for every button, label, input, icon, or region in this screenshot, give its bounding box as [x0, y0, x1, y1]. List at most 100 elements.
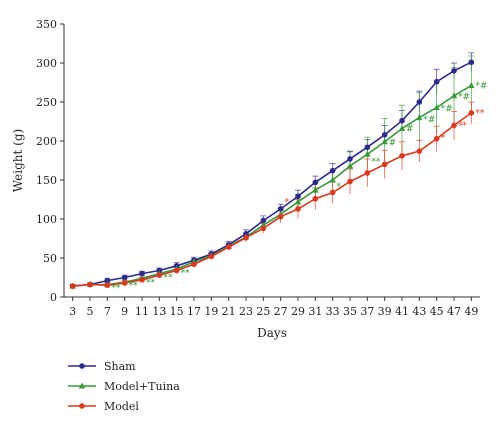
legend-label: Sham	[104, 360, 136, 373]
x-axis-ticks: 3 5 7 9 11 13 15 17 19 21 23 25 27 29 31 33 35 37 39 41 43 45…	[69, 297, 478, 318]
series-markers	[69, 59, 475, 289]
y-tick-label: 150	[36, 174, 57, 187]
data-point	[243, 234, 249, 241]
data-point	[173, 267, 180, 274]
data-point	[450, 92, 458, 99]
legend-marker	[79, 363, 85, 369]
data-point	[433, 103, 440, 110]
legend-item: Model+Tuina	[68, 380, 180, 393]
series-line	[72, 84, 472, 287]
series-line	[72, 112, 472, 287]
significance-mark: **	[146, 278, 156, 288]
data-point	[381, 138, 388, 145]
data-point	[260, 217, 267, 224]
significance-mark: *#	[423, 115, 435, 125]
axes	[63, 24, 480, 298]
data-point	[433, 78, 440, 85]
x-tick-label: 13	[152, 305, 166, 318]
data-point	[139, 277, 145, 283]
data-point	[416, 114, 423, 121]
significance-mark: *#	[458, 93, 470, 103]
x-tick-label: 23	[239, 305, 253, 318]
significance-mark: *	[285, 198, 290, 208]
data-point	[364, 170, 371, 176]
data-point	[121, 280, 128, 286]
legend-item: Model	[68, 400, 139, 413]
data-point	[347, 178, 353, 185]
x-tick-label: 31	[308, 305, 322, 318]
data-point	[295, 193, 301, 200]
x-tick-label: 25	[256, 305, 270, 318]
significance-mark: **	[111, 284, 121, 294]
legend-marker	[79, 403, 85, 409]
x-tick-label: 19	[204, 305, 218, 318]
error-bars	[69, 52, 475, 288]
significance-mark: *	[337, 182, 342, 192]
significance-mark: *#	[441, 104, 453, 114]
series-lines	[72, 61, 472, 287]
x-tick-label: 15	[170, 305, 184, 318]
x-tick-label: 39	[378, 305, 392, 318]
x-tick-label: 21	[222, 305, 236, 318]
data-point	[381, 161, 388, 168]
data-point	[451, 68, 457, 74]
data-point	[399, 153, 405, 159]
data-point	[121, 274, 128, 281]
x-tick-label: 9	[121, 305, 128, 318]
data-point	[312, 186, 319, 193]
y-tick-label: 50	[43, 252, 57, 265]
x-tick-label: 5	[87, 305, 94, 318]
x-tick-label: 33	[326, 305, 340, 318]
data-point	[399, 117, 405, 124]
data-point	[381, 131, 388, 138]
data-point	[329, 176, 336, 183]
y-tick-label: 0	[50, 291, 57, 304]
x-tick-label: 11	[135, 305, 149, 318]
data-point	[433, 135, 440, 142]
y-tick-label: 350	[36, 18, 57, 31]
significance-mark: **	[475, 109, 485, 119]
data-point	[329, 167, 336, 174]
y-axis-ticks: 0 50 100 150 200 250 300 350	[36, 18, 64, 304]
data-point	[312, 195, 319, 202]
x-tick-label: 43	[412, 305, 426, 318]
data-point	[451, 122, 457, 129]
significance-mark: **	[181, 269, 191, 279]
significance-mark: **	[163, 274, 173, 284]
data-point	[346, 162, 354, 169]
data-point	[69, 283, 76, 289]
legend-label: Model	[104, 400, 139, 413]
significance-mark: #	[406, 125, 414, 135]
x-tick-label: 37	[360, 305, 374, 318]
x-tick-label: 41	[395, 305, 409, 318]
x-tick-label: 3	[69, 305, 76, 318]
data-point	[416, 99, 423, 105]
x-axis-title: Days	[257, 326, 287, 340]
y-tick-label: 100	[36, 213, 57, 226]
significance-mark: *#	[475, 82, 487, 92]
significance-annotations: ** ** ** ** ******##*#*#*#*#*****	[111, 82, 487, 294]
data-point	[468, 59, 475, 66]
significance-mark: #	[389, 139, 397, 149]
data-point	[139, 270, 145, 277]
data-point	[468, 82, 475, 89]
x-tick-label: 35	[343, 305, 357, 318]
data-point	[312, 179, 319, 186]
data-point	[416, 148, 423, 154]
x-tick-label: 49	[464, 305, 478, 318]
data-point	[260, 225, 267, 232]
legend-item: Sham	[68, 360, 136, 373]
y-tick-label: 200	[36, 135, 57, 148]
data-point	[347, 156, 353, 162]
x-tick-label: 17	[187, 305, 201, 318]
x-tick-label: 47	[447, 305, 461, 318]
data-point	[104, 282, 111, 289]
significance-mark: **	[458, 122, 468, 132]
y-tick-label: 250	[36, 96, 57, 109]
data-point	[277, 213, 284, 220]
x-tick-label: 45	[430, 305, 444, 318]
data-point	[225, 244, 232, 250]
data-point	[398, 125, 406, 132]
